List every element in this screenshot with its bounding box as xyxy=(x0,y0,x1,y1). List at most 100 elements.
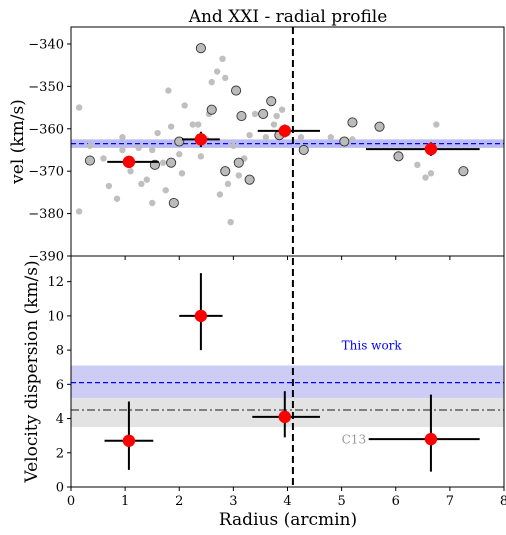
nonmember-star-point xyxy=(105,182,113,190)
y-tick-label-bottom: 8 xyxy=(56,344,64,359)
y-tick-label-bottom: 6 xyxy=(56,378,64,393)
nonmember-star-point xyxy=(86,142,94,149)
binned-mean-point xyxy=(194,133,208,146)
nonmember-star-point xyxy=(135,144,142,152)
nonmember-star-point xyxy=(154,129,161,137)
nonmember-star-point xyxy=(433,121,440,128)
x-tick-label: 7 xyxy=(446,494,454,509)
nonmember-star-point xyxy=(75,104,83,111)
nonmember-star-point xyxy=(222,74,229,82)
y-axis-label-velocity: vel (km/s) xyxy=(8,99,28,185)
binned-mean-point xyxy=(278,124,291,138)
member-star-point xyxy=(195,43,206,54)
x-tick-label: 0 xyxy=(67,494,75,509)
y-tick-label-bottom: 2 xyxy=(56,446,64,461)
y-tick-label-bottom: 10 xyxy=(47,309,64,324)
nonmember-star-point xyxy=(162,187,169,194)
nonmember-star-point xyxy=(181,102,188,109)
member-star-point xyxy=(339,136,350,147)
nonmember-star-point xyxy=(75,208,83,215)
x-axis-label: Radius (arcmin) xyxy=(219,510,357,530)
chart-title: And XXI - radial profile xyxy=(188,7,388,27)
nonmember-star-point xyxy=(270,121,278,128)
member-star-point xyxy=(298,144,309,156)
y-tick-label-top: −390 xyxy=(28,250,64,265)
dispersion-point xyxy=(122,434,136,447)
nonmember-star-point xyxy=(119,146,126,154)
x-tick-label: 3 xyxy=(229,494,237,509)
nonmember-star-point xyxy=(427,170,435,177)
nonmember-star-point xyxy=(219,55,226,63)
x-tick-label: 2 xyxy=(175,494,183,509)
band-this-work xyxy=(71,365,504,399)
nonmember-star-point xyxy=(227,218,234,226)
annotation-c13: C13 xyxy=(342,432,366,446)
nonmember-star-point xyxy=(230,142,237,149)
nonmember-star-point xyxy=(216,191,224,198)
nonmember-star-point xyxy=(246,131,253,139)
nonmember-star-point xyxy=(148,199,156,207)
nonmember-star-point xyxy=(176,151,183,158)
nonmember-star-point xyxy=(262,134,270,141)
dispersion-point xyxy=(194,309,208,323)
nonmember-star-point xyxy=(273,112,280,120)
nonmember-star-point xyxy=(143,176,150,183)
x-tick-label: 6 xyxy=(392,494,400,509)
member-star-point xyxy=(84,155,95,166)
nonmember-star-point xyxy=(208,78,215,86)
member-star-point xyxy=(258,108,269,119)
nonmember-star-point xyxy=(167,123,175,130)
dispersion-point xyxy=(424,432,438,446)
dispersion-point xyxy=(278,410,291,424)
nonmember-star-point xyxy=(414,161,421,169)
member-star-point xyxy=(374,121,385,132)
member-star-point xyxy=(236,111,247,122)
nonmember-star-point xyxy=(224,180,232,188)
nonmember-star-point xyxy=(178,170,186,177)
nonmember-star-point xyxy=(422,174,429,181)
nonmember-star-point xyxy=(159,159,167,166)
member-star-point xyxy=(206,104,217,115)
nonmember-star-point xyxy=(327,134,334,141)
member-star-point xyxy=(393,151,404,162)
x-tick-label: 4 xyxy=(283,494,291,509)
y-tick-label-bottom: 4 xyxy=(56,412,64,427)
nonmember-star-point xyxy=(189,121,196,128)
nonmember-star-point xyxy=(197,153,205,160)
nonmember-star-point xyxy=(213,68,221,75)
x-tick-label: 8 xyxy=(500,494,506,509)
nonmember-star-point xyxy=(278,106,286,113)
binned-mean-point xyxy=(424,142,438,156)
y-tick-label-top: −350 xyxy=(28,80,64,95)
member-star-point xyxy=(231,85,242,96)
nonmember-star-point xyxy=(100,155,107,162)
nonmember-star-point xyxy=(127,167,134,175)
nonmember-star-point xyxy=(251,110,259,118)
nonmember-star-point xyxy=(165,87,172,94)
nonmember-star-point xyxy=(119,134,126,141)
nonmember-star-point xyxy=(194,121,202,128)
nonmember-star-point xyxy=(235,172,242,179)
member-star-point xyxy=(347,117,358,128)
binned-mean-point xyxy=(122,155,136,169)
y-tick-label-top: −370 xyxy=(28,165,64,180)
member-star-point xyxy=(174,136,185,147)
y-tick-label-bottom: 0 xyxy=(56,481,64,496)
y-axis-label-dispersion: Velocity dispersion (km/s) xyxy=(22,260,42,483)
nonmember-star-point xyxy=(113,195,121,202)
nonmember-star-point xyxy=(349,136,356,143)
member-star-point xyxy=(266,96,277,107)
member-star-point xyxy=(244,174,255,185)
nonmember-star-point xyxy=(297,134,305,141)
member-star-point xyxy=(220,166,231,177)
y-tick-label-top: −360 xyxy=(28,122,64,137)
member-star-point xyxy=(233,157,244,168)
y-tick-label-top: −380 xyxy=(28,207,64,222)
y-tick-label-top: −340 xyxy=(28,37,64,52)
nonmember-star-point xyxy=(148,146,156,154)
member-star-point xyxy=(168,197,179,209)
annotation-this-work: This work xyxy=(342,338,403,352)
member-star-point xyxy=(166,157,177,168)
